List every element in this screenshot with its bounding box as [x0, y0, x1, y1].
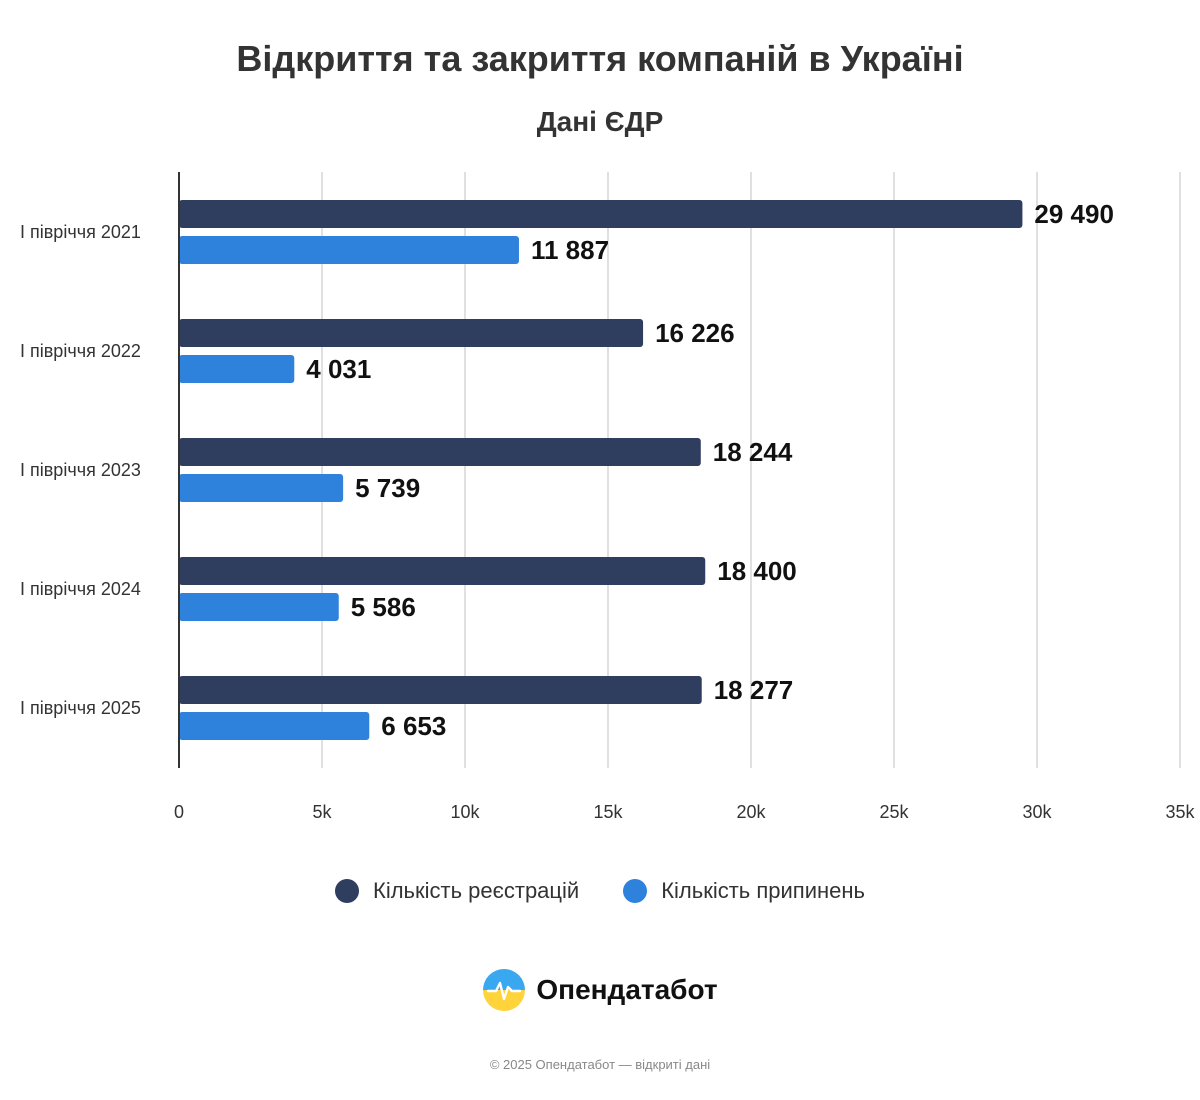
- brand: Опендатабот: [0, 968, 1200, 1012]
- data-label: 5 739: [355, 473, 420, 503]
- data-label: 4 031: [306, 354, 371, 384]
- bar-terminations[interactable]: [179, 236, 519, 264]
- bar-chart: 29 490 11 887 16 226 4 031 18 244 5 739 18 400…: [20, 172, 1196, 822]
- legend-item-terminations[interactable]: Кількість припинень: [623, 878, 865, 904]
- bars: [179, 200, 1023, 740]
- x-tick-label: 25k: [879, 802, 909, 822]
- category-label: І півріччя 2023: [20, 460, 141, 480]
- bar-terminations[interactable]: [179, 474, 344, 502]
- category-label: І півріччя 2022: [20, 341, 141, 361]
- bar-registrations[interactable]: [179, 557, 706, 585]
- bar-registrations[interactable]: [179, 676, 702, 704]
- legend: Кількість реєстрацій Кількість припинень: [0, 878, 1200, 904]
- bar-terminations[interactable]: [179, 355, 295, 383]
- bar-registrations[interactable]: [179, 438, 701, 466]
- bar-registrations[interactable]: [179, 319, 644, 347]
- category-label: І півріччя 2025: [20, 698, 141, 718]
- legend-marker-terminations: [623, 879, 648, 903]
- x-tick-label: 30k: [1022, 802, 1052, 822]
- footer-copyright: © 2025 Опендатабот — відкриті дані: [489, 1057, 711, 1072]
- grid-lines: [321, 172, 1181, 768]
- chart-title: Відкриття та закриття компаній в Україні: [236, 38, 964, 79]
- legend-marker-registrations: [335, 879, 359, 903]
- data-label: 18 244: [713, 437, 793, 467]
- x-axis-ticks: 0 5k 10k 15k 20k 25k 30k 35k: [174, 802, 1196, 822]
- x-tick-label: 0: [174, 802, 184, 822]
- x-tick-label: 5k: [312, 802, 332, 822]
- data-label: 29 490: [1034, 199, 1114, 229]
- data-label: 18 400: [717, 556, 797, 586]
- x-tick-label: 20k: [736, 802, 766, 822]
- category-label: І півріччя 2024: [20, 579, 141, 599]
- category-labels: І півріччя 2021 І півріччя 2022 І півріччя…: [20, 222, 141, 718]
- bar-terminations[interactable]: [179, 593, 339, 621]
- data-label: 18 277: [714, 675, 794, 705]
- x-tick-label: 10k: [450, 802, 480, 822]
- data-label: 6 653: [381, 711, 446, 741]
- chart-subtitle: Дані ЄДР: [536, 106, 664, 137]
- brand-name: Опендатабот: [536, 974, 718, 1005]
- x-tick-label: 35k: [1165, 802, 1195, 822]
- opendatabot-logo-icon: [483, 969, 526, 1011]
- data-labels: 29 490 11 887 16 226 4 031 18 244 5 739 18 400…: [306, 199, 1114, 741]
- bar-registrations[interactable]: [179, 200, 1023, 228]
- legend-label-terminations: Кількість припинень: [661, 878, 865, 903]
- data-label: 16 226: [655, 318, 735, 348]
- legend-item-registrations[interactable]: Кількість реєстрацій: [335, 878, 579, 904]
- legend-label-registrations: Кількість реєстрацій: [373, 878, 580, 903]
- data-label: 11 887: [531, 235, 609, 265]
- data-label: 5 586: [351, 592, 416, 622]
- bar-terminations[interactable]: [179, 712, 370, 740]
- x-tick-label: 15k: [593, 802, 623, 822]
- category-label: І півріччя 2021: [20, 222, 141, 242]
